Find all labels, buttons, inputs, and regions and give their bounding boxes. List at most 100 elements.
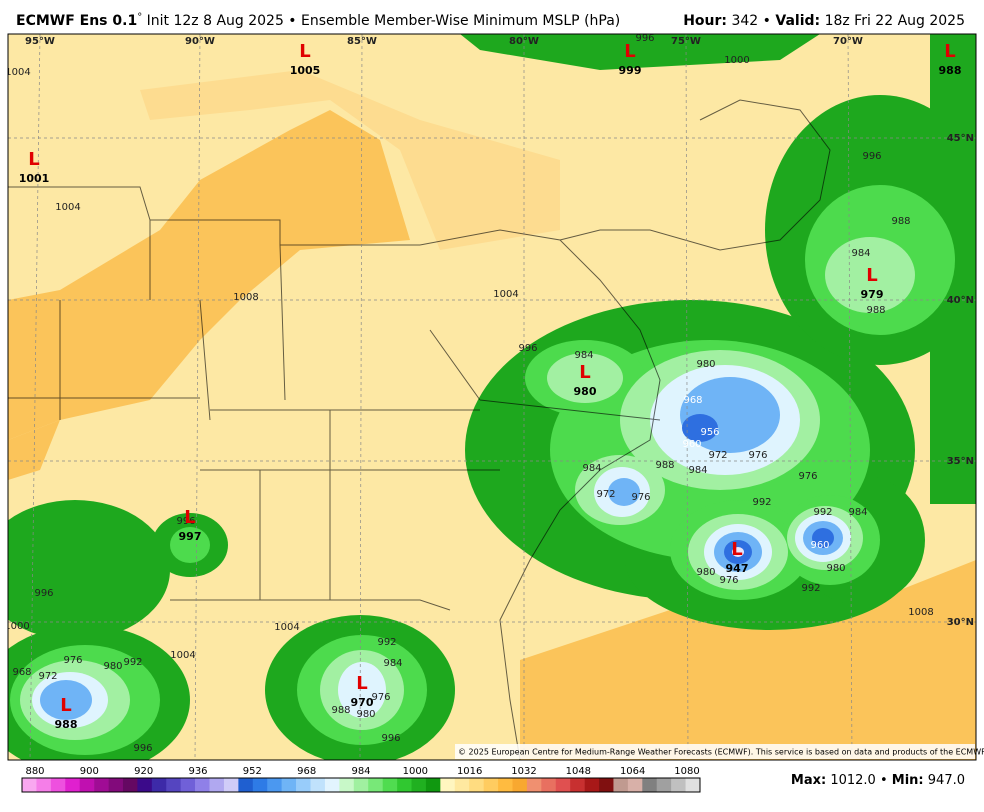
low-symbol: L [866, 265, 877, 286]
colorbar-swatch [94, 778, 109, 792]
colorbar-swatch [613, 778, 629, 792]
contour-label: 1004 [170, 650, 195, 661]
contour-label: 996 [34, 588, 53, 599]
copyright-bg [455, 744, 975, 759]
separator: • [880, 773, 888, 788]
colorbar-swatch [223, 778, 239, 792]
low-symbol: L [60, 695, 71, 716]
low-symbol: L [579, 362, 590, 383]
contour-label: 968 [683, 395, 702, 406]
low-symbol: L [184, 507, 195, 528]
contour-label: 992 [377, 637, 396, 648]
colorbar-swatch [671, 778, 686, 792]
colorbar-swatch [36, 778, 52, 792]
colorbar-swatch [440, 778, 456, 792]
colorbar-swatch [483, 778, 499, 792]
low-value: 988 [55, 718, 78, 731]
map-frame [7, 33, 977, 761]
low-value: 980 [574, 385, 597, 398]
colorbar-swatch [555, 778, 571, 792]
contour-label: 992 [801, 583, 820, 594]
lon-label: 95°W [25, 36, 55, 47]
colorbar-tick: 900 [80, 766, 99, 777]
contour-label: 976 [719, 575, 738, 586]
contour-label: 968 [12, 667, 31, 678]
contour-label: 1000 [724, 55, 749, 66]
contour-label: 996 [518, 343, 537, 354]
colorbar-swatch [65, 778, 81, 792]
low-value: 979 [861, 288, 884, 301]
footer-stats: Max: 1012.0 • Min: 947.0 [791, 773, 965, 788]
copyright: © 2025 European Centre for Medium-Range … [458, 748, 984, 757]
contour-label: 976 [371, 692, 390, 703]
contour-label: 980 [356, 709, 375, 720]
colorbar-swatch [281, 778, 297, 792]
low-symbol: L [944, 41, 955, 62]
low-symbol: L [299, 41, 310, 62]
low-value: 1005 [290, 64, 321, 77]
colorbar-tick: 920 [134, 766, 153, 777]
low-value: 947 [726, 562, 749, 575]
contour-label: 988 [655, 460, 674, 471]
contour-label: 992 [813, 507, 832, 518]
colorbar-swatch [108, 778, 124, 792]
valid: 18z Fri 22 Aug 2025 [825, 13, 965, 29]
low-symbol: L [356, 673, 367, 694]
colorbar-swatch [498, 778, 513, 792]
contour-label: 1004 [5, 67, 30, 78]
valid-label: Valid: [775, 13, 820, 29]
contour-label: 984 [848, 507, 867, 518]
colorbar-tick: 952 [243, 766, 262, 777]
title-unit: ° [137, 12, 142, 23]
colorbar-swatch [353, 778, 369, 792]
contour-label: 1004 [493, 289, 518, 300]
contour-label: 1000 [4, 621, 29, 632]
hour-label: Hour: [683, 13, 727, 29]
header-right: Hour: 342 • Valid: 18z Fri 22 Aug 2025 [683, 13, 965, 29]
contour-label: 996 [133, 743, 152, 754]
colorbar-frame [21, 777, 701, 793]
colorbar-swatch [238, 778, 254, 792]
colorbar-tick: 1032 [511, 766, 536, 777]
colorbar-swatch [512, 778, 528, 792]
contour-label: 976 [63, 655, 82, 666]
colorbar-swatch [382, 778, 398, 792]
colorbar-swatch [368, 778, 383, 792]
lon-label: 90°W [185, 36, 215, 47]
contour-label: 976 [748, 450, 767, 461]
max-label: Max: [791, 773, 826, 788]
colorbar-tick: 1016 [457, 766, 482, 777]
colorbar-tick: 1000 [403, 766, 428, 777]
contour-label: 960 [682, 439, 701, 450]
contour-label: 992 [752, 497, 771, 508]
colorbar-swatch [411, 778, 427, 792]
contour-label: 976 [798, 471, 817, 482]
lat-label: 45°N [947, 133, 974, 144]
contour-label: 972 [38, 671, 57, 682]
colorbar-swatch [642, 778, 658, 792]
contour-label: 980 [696, 359, 715, 370]
contour-label: 980 [103, 661, 122, 672]
lon-label: 85°W [347, 36, 377, 47]
contour-label: 992 [123, 657, 142, 668]
colorbar-swatch [685, 778, 701, 792]
lat-label: 35°N [947, 456, 974, 467]
lon-label: 80°W [509, 36, 539, 47]
colorbar-swatch [166, 778, 181, 792]
low-value: 970 [351, 696, 374, 709]
lon-label: 75°W [671, 36, 701, 47]
colorbar-swatch [22, 778, 37, 792]
contour-label: 984 [851, 248, 870, 259]
colorbar-swatch [209, 778, 225, 792]
separator: • [763, 13, 771, 29]
map: 95°W 90°W 85°W 80°W 75°W 70°W 45°N 40°N 35°N 30°N… [4, 34, 976, 760]
colorbar-swatch [584, 778, 600, 792]
colorbar-swatch [79, 778, 95, 792]
title: ECMWF Ens 0.1 [16, 13, 137, 29]
lat-label: 30°N [947, 617, 974, 628]
colorbar-tick: 984 [351, 766, 370, 777]
contour-label: 1008 [908, 607, 933, 618]
low-symbol: L [624, 41, 635, 62]
low-value: 988 [939, 64, 962, 77]
contour-label: 996 [176, 516, 195, 527]
